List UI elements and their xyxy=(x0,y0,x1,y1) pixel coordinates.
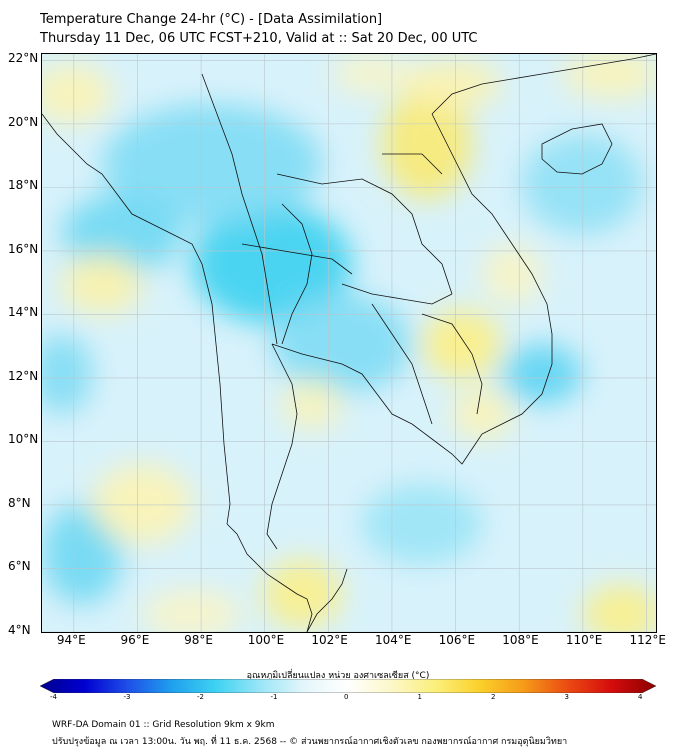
footer-update-info: ปรับปรุงข้อมูล ณ เวลา 13:00น. วัน พฤ. ที… xyxy=(52,737,568,747)
latitude-label: 6°N xyxy=(8,559,31,574)
border xyxy=(421,313,483,415)
border xyxy=(276,173,453,295)
colorbar-tick-label: 1 xyxy=(417,693,422,701)
cooling-area xyxy=(42,334,92,414)
border xyxy=(201,73,278,345)
colorbar-tick-label: -3 xyxy=(123,693,131,701)
map-canvas xyxy=(42,54,656,632)
cooling-area xyxy=(102,104,322,224)
longitude-label: 102°E xyxy=(311,633,348,647)
cooling-area xyxy=(192,204,352,324)
coastline xyxy=(431,54,656,115)
cooling-area xyxy=(362,484,482,564)
latitude-label: 16°N xyxy=(8,241,39,256)
coastline xyxy=(42,113,231,525)
coastline xyxy=(411,113,553,465)
coastlines-and-borders xyxy=(42,54,656,632)
warming-area xyxy=(382,89,472,199)
longitude-label: 108°E xyxy=(502,633,539,647)
map-title: Temperature Change 24-hr (°C) - [Data As… xyxy=(40,12,383,27)
colorbar xyxy=(40,679,656,693)
longitude-label: 100°E xyxy=(247,633,285,647)
footer-model-info: WRF-DA Domain 01 :: Grid Resolution 9km … xyxy=(52,720,275,730)
cooling-area xyxy=(502,344,582,404)
latitude-label: 8°N xyxy=(8,495,31,510)
border xyxy=(371,303,433,425)
colorbar-title: อุณหภูมิเปลี่ยนแปลง หน่วย องศาเซลเซียส (… xyxy=(246,671,430,681)
cooling-area xyxy=(272,294,412,394)
colorbar-tick-label: -2 xyxy=(197,693,204,701)
coastline xyxy=(226,523,313,632)
warming-area xyxy=(282,379,342,429)
coastline xyxy=(266,343,298,550)
latitude-label: 12°N xyxy=(8,368,39,383)
latitude-label: 4°N xyxy=(8,623,31,637)
colorbar-tick-label: 4 xyxy=(638,693,643,701)
cooling-area xyxy=(522,134,642,234)
border xyxy=(341,283,453,305)
longitude-label: 104°E xyxy=(374,633,412,647)
warming-area xyxy=(402,59,502,109)
warming-area xyxy=(262,559,342,629)
longitude-label: 96°E xyxy=(120,633,150,647)
warming-area xyxy=(142,589,242,632)
map-subtitle: Thursday 11 Dec, 06 UTC FCST+210, Valid … xyxy=(40,31,478,46)
graticule xyxy=(42,54,656,632)
colorbar-tick-label: 2 xyxy=(491,693,496,701)
latitude-label: 18°N xyxy=(8,178,39,193)
temperature-field xyxy=(42,54,656,632)
warming-area xyxy=(582,584,656,632)
warming-area xyxy=(452,389,512,439)
colorbar-tick-label: 0 xyxy=(344,693,349,701)
warming-area xyxy=(562,54,656,99)
latitude-label: 14°N xyxy=(8,305,39,320)
warming-area xyxy=(42,64,112,124)
warming-area xyxy=(482,244,542,304)
coastline xyxy=(271,343,413,425)
cooling-area xyxy=(62,194,182,274)
colorbar-gradient xyxy=(40,679,656,693)
border xyxy=(241,243,353,275)
warming-area xyxy=(332,54,412,94)
temperature-change-map xyxy=(41,53,657,633)
border xyxy=(281,203,313,345)
longitude-label: 98°E xyxy=(184,633,213,647)
longitude-label: 106°E xyxy=(438,633,476,647)
warming-area xyxy=(62,254,142,314)
latitude-label: 20°N xyxy=(8,114,39,129)
longitude-label: 94°E xyxy=(56,633,86,647)
colorbar-tick-label: -4 xyxy=(50,693,57,701)
latitude-label: 22°N xyxy=(8,51,39,66)
cooling-area xyxy=(42,504,122,604)
colorbar-tick-label: -1 xyxy=(270,693,278,701)
colorbar-tick-label: 3 xyxy=(564,693,569,701)
latitude-label: 10°N xyxy=(8,432,39,447)
longitude-label: 110°E xyxy=(565,633,603,647)
hainan-island xyxy=(541,123,613,175)
warming-area xyxy=(92,464,192,544)
border xyxy=(382,153,443,175)
warming-area xyxy=(422,309,502,379)
longitude-label: 112°E xyxy=(629,633,666,647)
coastline xyxy=(306,568,348,632)
